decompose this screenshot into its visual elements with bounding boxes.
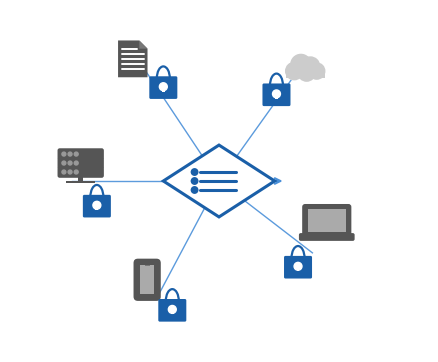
Circle shape	[93, 201, 101, 209]
Circle shape	[298, 64, 315, 81]
Circle shape	[68, 161, 72, 165]
FancyBboxPatch shape	[57, 148, 104, 160]
FancyBboxPatch shape	[158, 299, 186, 321]
Circle shape	[62, 161, 66, 165]
Circle shape	[191, 169, 198, 175]
Circle shape	[68, 152, 72, 156]
Bar	[286, 71, 325, 78]
Circle shape	[301, 57, 320, 75]
FancyBboxPatch shape	[262, 84, 290, 106]
Circle shape	[191, 187, 198, 193]
Polygon shape	[139, 41, 148, 49]
Bar	[140, 265, 154, 294]
FancyBboxPatch shape	[57, 166, 104, 178]
FancyBboxPatch shape	[57, 157, 104, 169]
Bar	[66, 181, 95, 183]
Circle shape	[74, 152, 78, 156]
Bar	[95, 206, 98, 210]
Circle shape	[291, 54, 311, 75]
Bar	[145, 265, 150, 266]
Circle shape	[286, 63, 303, 80]
FancyBboxPatch shape	[149, 76, 177, 99]
Circle shape	[74, 170, 78, 174]
FancyBboxPatch shape	[299, 233, 355, 241]
Bar	[171, 310, 174, 314]
Bar	[78, 176, 83, 181]
Circle shape	[62, 170, 66, 174]
Circle shape	[74, 161, 78, 165]
FancyBboxPatch shape	[83, 195, 111, 218]
Polygon shape	[118, 41, 148, 77]
Bar	[307, 209, 346, 232]
Circle shape	[309, 63, 325, 79]
Polygon shape	[163, 145, 275, 217]
Circle shape	[272, 90, 280, 98]
Circle shape	[62, 152, 66, 156]
Circle shape	[294, 262, 302, 270]
Circle shape	[168, 306, 176, 313]
FancyBboxPatch shape	[302, 204, 351, 238]
Bar	[297, 267, 300, 271]
Circle shape	[159, 83, 167, 90]
Circle shape	[191, 178, 198, 184]
Circle shape	[68, 170, 72, 174]
Bar	[162, 88, 165, 92]
FancyBboxPatch shape	[134, 259, 161, 301]
FancyBboxPatch shape	[284, 256, 312, 278]
Bar	[275, 95, 278, 99]
